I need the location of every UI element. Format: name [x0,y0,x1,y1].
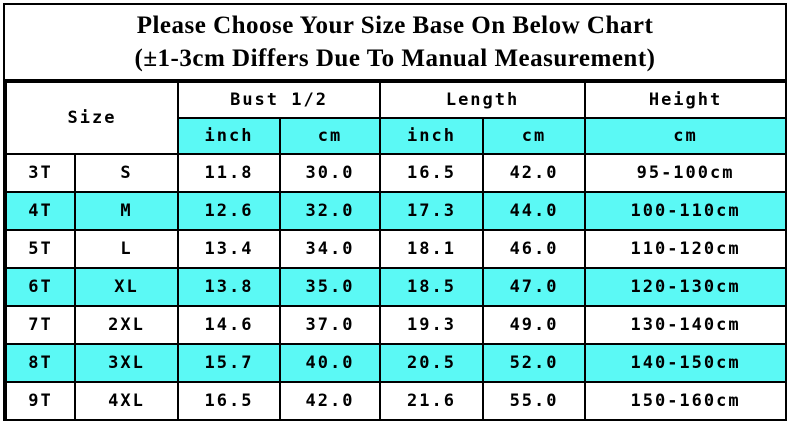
size-cell: 2XL [73,305,180,345]
bust-cm-cell: 34.0 [279,229,382,269]
bust-inch-cell: 12.6 [177,191,282,231]
height-cell: 150-160cm [584,381,788,421]
height-cell: 140-150cm [584,343,788,383]
length-inch-cell: 19.3 [379,305,485,345]
subheader-length-cm: cm [482,117,587,155]
table-row: 3T S 11.8 30.0 16.5 42.0 95-100cm [5,153,788,193]
bust-inch-cell: 15.7 [177,343,282,383]
age-cell: 5T [5,229,76,269]
bust-inch-cell: 14.6 [177,305,282,345]
length-cm-cell: 46.0 [482,229,587,269]
age-cell: 6T [5,267,76,307]
height-cell: 130-140cm [584,305,788,345]
bust-inch-cell: 13.4 [177,229,282,269]
subheader-bust-inch: inch [177,117,282,155]
header-size: Size [4,81,180,155]
table-row: 4T M 12.6 32.0 17.3 44.0 100-110cm [5,191,788,231]
age-cell: 9T [5,381,76,421]
header-bust: Bust 1/2 [177,81,382,119]
header-height: Height [584,81,788,119]
size-cell: L [73,229,180,269]
height-cell: 95-100cm [584,153,788,193]
bust-inch-cell: 13.8 [177,267,282,307]
table-row: 5T L 13.4 34.0 18.1 46.0 110-120cm [5,229,788,269]
length-inch-cell: 16.5 [379,153,485,193]
subheader-row: inch cm inch cm cm [6,117,788,155]
height-cell: 110-120cm [584,229,788,269]
age-cell: 4T [5,191,76,231]
age-cell: 8T [5,343,76,383]
header-row: Size Bust 1/2 Length Height [4,81,788,155]
height-cell: 120-130cm [584,267,788,307]
bust-cm-cell: 40.0 [279,343,382,383]
chart-title-line2: (±1-3cm Differs Due To Manual Measuremen… [134,45,656,72]
age-cell: 3T [5,153,76,193]
size-cell: M [73,191,180,231]
length-cm-cell: 42.0 [482,153,587,193]
bust-cm-cell: 37.0 [279,305,382,345]
length-inch-cell: 20.5 [379,343,485,383]
length-cm-cell: 44.0 [482,191,587,231]
length-cm-cell: 49.0 [482,305,587,345]
chart-title-line1: Please Choose Your Size Base On Below Ch… [136,12,654,39]
length-inch-cell: 21.6 [379,381,485,421]
length-inch-cell: 17.3 [379,191,485,231]
bust-cm-cell: 32.0 [279,191,382,231]
length-cm-cell: 52.0 [482,343,587,383]
subheader-height-cm: cm [584,117,788,155]
bust-inch-cell: 11.8 [177,153,282,193]
length-inch-cell: 18.1 [379,229,485,269]
length-cm-cell: 55.0 [482,381,587,421]
table-row: 9T 4XL 16.5 42.0 21.6 55.0 150-160cm [5,381,788,421]
size-cell: 4XL [73,381,180,421]
table-row: 8T 3XL 15.7 40.0 20.5 52.0 140-150cm [5,343,788,383]
bust-cm-cell: 42.0 [279,381,382,421]
subheader-bust-cm: cm [279,117,382,155]
bust-inch-cell: 16.5 [177,381,282,421]
age-cell: 7T [5,305,76,345]
subheader-length-inch: inch [379,117,485,155]
table-row: 7T 2XL 14.6 37.0 19.3 49.0 130-140cm [5,305,788,345]
size-chart-panel: Please Choose Your Size Base On Below Ch… [3,3,788,421]
chart-title: Please Choose Your Size Base On Below Ch… [5,5,785,81]
table-row: 6T XL 13.8 35.0 18.5 47.0 120-130cm [5,267,788,307]
size-chart-table: Size Bust 1/2 Length Height inch cm inch… [4,81,788,421]
length-cm-cell: 47.0 [482,267,587,307]
bust-cm-cell: 35.0 [279,267,382,307]
size-cell: XL [73,267,180,307]
size-cell: 3XL [73,343,180,383]
size-cell: S [73,153,180,193]
length-inch-cell: 18.5 [379,267,485,307]
height-cell: 100-110cm [584,191,788,231]
bust-cm-cell: 30.0 [279,153,382,193]
header-length: Length [379,81,587,119]
